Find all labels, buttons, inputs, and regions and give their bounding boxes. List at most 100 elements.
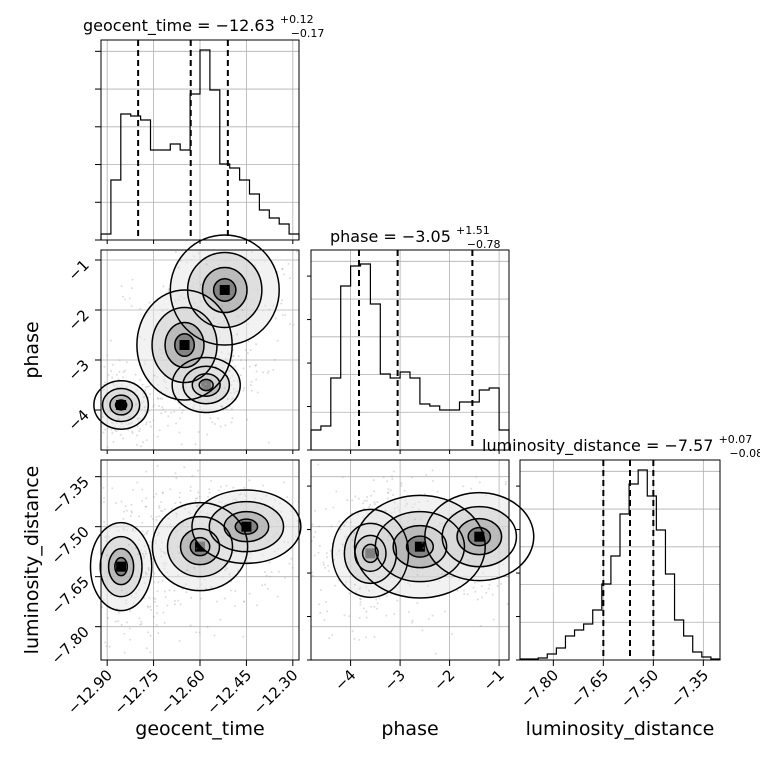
sample-point — [153, 581, 156, 584]
sample-point — [403, 489, 406, 492]
sample-point — [368, 505, 371, 508]
sample-point — [144, 386, 147, 389]
sample-point — [236, 333, 239, 336]
sample-point — [128, 627, 131, 630]
sample-point — [157, 632, 160, 635]
sample-point — [225, 484, 228, 487]
sample-point — [462, 589, 465, 592]
sample-point — [130, 510, 133, 513]
sample-point — [195, 547, 198, 550]
sample-point — [348, 615, 351, 618]
sample-point — [156, 397, 159, 400]
sample-point — [475, 475, 478, 478]
sample-point — [479, 625, 482, 628]
sample-point — [152, 405, 155, 408]
sample-point — [185, 591, 188, 594]
sample-point — [261, 371, 264, 374]
sample-point — [145, 647, 148, 650]
sample-point — [385, 595, 388, 598]
sample-point — [104, 428, 107, 431]
sample-point — [136, 481, 139, 484]
sample-point — [128, 609, 131, 612]
sample-point — [115, 430, 118, 433]
sample-point — [149, 420, 152, 423]
sample-point — [268, 308, 271, 311]
sample-point — [215, 600, 218, 603]
sample-point — [281, 267, 284, 270]
sample-point — [431, 614, 434, 617]
sample-point — [191, 474, 194, 477]
density-panel-1-0 — [101, 250, 299, 449]
sample-point — [323, 619, 326, 622]
sample-point — [108, 645, 111, 648]
sample-point — [106, 616, 109, 619]
density-peak — [474, 531, 485, 542]
sample-point — [175, 422, 178, 425]
sample-point — [161, 579, 164, 582]
sample-point — [106, 354, 109, 357]
sample-point — [368, 589, 371, 592]
sample-point — [284, 314, 287, 317]
sample-point — [314, 531, 317, 534]
sample-point — [130, 503, 133, 506]
sample-point — [178, 639, 181, 642]
sample-point — [214, 423, 217, 426]
sample-point — [144, 388, 147, 391]
sample-point — [156, 590, 159, 593]
sample-point — [149, 634, 152, 637]
sample-point — [441, 573, 444, 576]
sample-point — [421, 629, 424, 632]
sample-point — [242, 389, 245, 392]
sample-point — [210, 479, 213, 482]
sample-point — [145, 571, 148, 574]
sample-point — [160, 501, 163, 504]
sample-point — [153, 600, 156, 603]
sample-point — [223, 294, 226, 297]
sample-point — [146, 605, 149, 608]
sample-point — [234, 590, 237, 593]
sample-point — [117, 378, 120, 381]
sample-point — [121, 437, 124, 440]
sample-point — [152, 615, 155, 618]
sample-point — [369, 503, 372, 506]
sample-point — [362, 502, 365, 505]
sample-point — [373, 490, 376, 493]
sample-point — [396, 599, 399, 602]
sample-point — [129, 558, 132, 561]
sample-point — [156, 435, 159, 438]
sample-point — [141, 383, 144, 386]
sample-point — [400, 484, 403, 487]
contour-line — [169, 234, 280, 346]
contour-line — [174, 333, 196, 357]
sample-point — [143, 597, 146, 600]
sample-point — [160, 509, 163, 512]
sample-point — [476, 598, 479, 601]
sample-point — [103, 365, 106, 368]
sample-point — [463, 593, 466, 596]
sample-point — [122, 510, 125, 513]
sample-point — [327, 564, 330, 567]
sample-point — [110, 369, 113, 372]
sample-point — [181, 411, 184, 414]
contour-line — [151, 501, 249, 592]
sample-point — [221, 405, 224, 408]
sample-point — [144, 552, 147, 555]
sample-point — [121, 376, 124, 379]
sample-point — [357, 497, 360, 500]
sample-point — [376, 602, 379, 605]
sample-point — [473, 581, 476, 584]
sample-point — [373, 501, 376, 504]
sample-point — [231, 355, 234, 358]
sample-point — [125, 509, 128, 512]
contour-line — [171, 356, 241, 414]
sample-point — [366, 495, 369, 498]
sample-point — [197, 400, 200, 403]
sample-point — [237, 355, 240, 358]
sample-point — [199, 597, 202, 600]
sample-point — [234, 365, 237, 368]
sample-point — [174, 472, 177, 475]
sample-point — [485, 591, 488, 594]
sample-point — [387, 491, 390, 494]
sample-point — [223, 387, 226, 390]
